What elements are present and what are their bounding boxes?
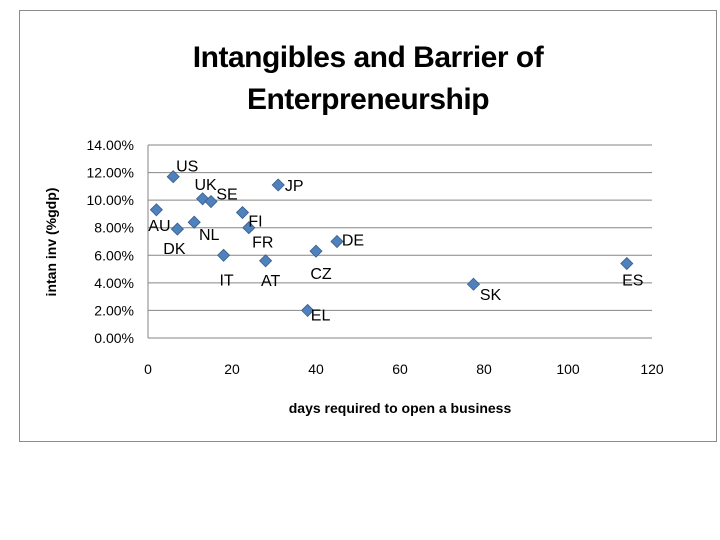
point-label-nl: NL [199,227,220,244]
point-label-cz: CZ [310,266,332,283]
y-tick-label: 12.00% [87,165,134,181]
point-label-es: ES [622,273,643,290]
x-axis-label: days required to open a business [288,400,512,416]
x-tick-label: 100 [556,361,580,377]
y-tick-label: 2.00% [94,302,134,318]
point-label-fi: FI [248,214,262,231]
point-label-dk: DK [163,241,186,258]
x-tick-label: 20 [224,361,240,377]
data-point-es [620,256,634,271]
data-point-se [204,194,218,209]
x-tick-label: 80 [476,361,492,377]
data-point-cz [309,244,323,258]
point-label-us: US [176,159,198,176]
data-point-el [301,303,315,317]
data-point-at [259,254,273,268]
data-point-au [149,203,163,217]
data-point-de [330,234,344,249]
data-point-sk [466,277,481,291]
y-tick-label: 0.00% [94,330,134,346]
x-tick-label: 60 [392,361,408,377]
data-point-us [166,170,180,184]
data-point-dk [170,222,184,236]
point-label-at: AT [261,273,280,290]
point-label-it: IT [219,272,233,289]
point-label-fr: FR [252,235,273,252]
chart-area [19,10,717,442]
y-tick-label: 10.00% [87,192,134,208]
y-tick-label: 4.00% [94,275,134,291]
point-label-se: SE [216,187,237,204]
data-point-fr [242,221,256,235]
chart-title: Intangibles and Barrier of Enterpreneurs… [192,41,544,116]
point-label-el: EL [311,307,331,324]
y-tick-label: 6.00% [94,247,134,263]
x-tick-label: 0 [144,361,152,377]
point-label-sk: SK [480,287,502,304]
x-tick-label: 40 [308,361,324,377]
point-label-uk: UK [194,177,217,194]
data-point-jp [271,178,285,192]
data-point-fi [235,205,250,220]
point-label-jp: JP [285,178,304,195]
point-label-au: AU [148,218,170,235]
data-point-it [217,248,231,262]
y-tick-label: 8.00% [94,220,134,236]
y-tick-label: 14.00% [87,137,134,153]
x-tick-label: 120 [640,361,664,377]
data-point-nl [187,215,201,229]
point-label-de: DE [342,233,364,250]
